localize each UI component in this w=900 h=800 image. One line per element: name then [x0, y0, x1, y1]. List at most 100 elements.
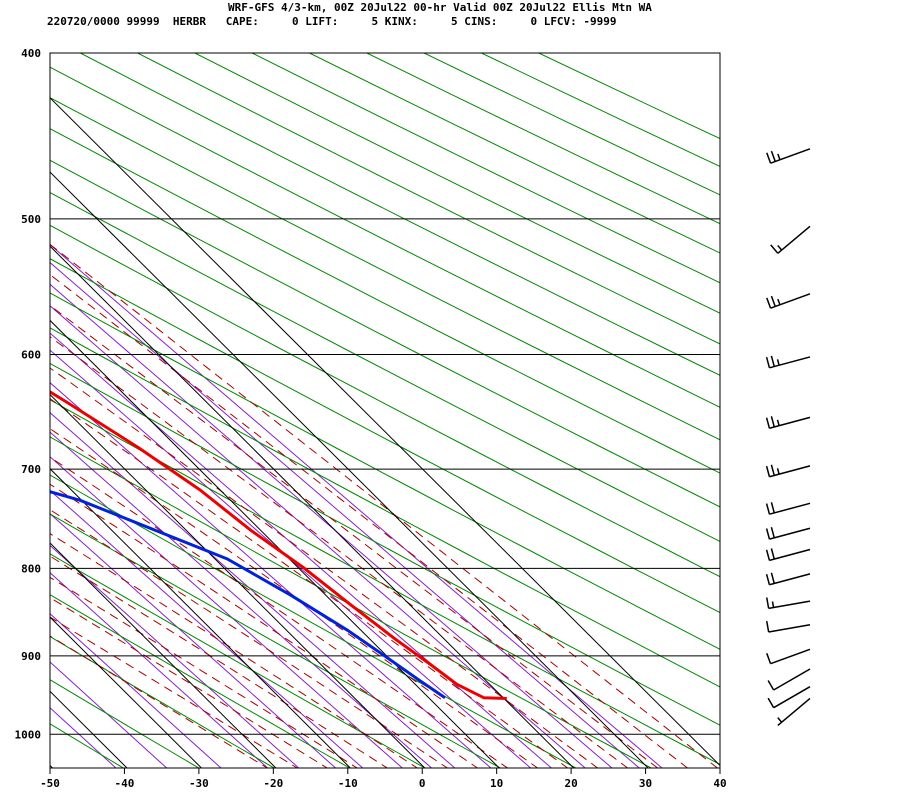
wind-barb — [766, 293, 811, 309]
x-tick-label: -30 — [189, 777, 209, 790]
dry-adiabat-line — [50, 723, 125, 768]
wind-barb — [765, 527, 811, 540]
mixing-ratio-line — [50, 349, 532, 768]
isotherm-line — [50, 245, 575, 768]
wind-barb-shaft — [777, 225, 811, 254]
y-axis-ticks: 400 500 600 700 800 900 1000 — [15, 47, 42, 741]
wind-barb-half-flag — [777, 244, 783, 251]
dry-adiabat-line — [50, 258, 720, 614]
wind-barb — [766, 648, 811, 665]
wind-barb-half-flag — [777, 153, 781, 160]
mixing-ratio-line — [50, 243, 663, 768]
header: WRF-GFS 4/3-km, 00Z 20Jul22 00-hr Valid … — [0, 0, 900, 34]
wind-barb-shaft — [769, 465, 811, 478]
mixing-ratio-line — [50, 456, 404, 768]
moist-adiabat-line — [50, 398, 569, 768]
wind-barb-flag — [770, 416, 775, 428]
moist-adiabat-line — [50, 576, 359, 768]
dry-adiabat-line — [136, 53, 720, 345]
wind-barb-shaft — [770, 648, 811, 665]
wind-barb-flag — [766, 152, 772, 164]
x-tick-label: 20 — [564, 777, 577, 790]
moist-adiabat-line — [50, 533, 419, 768]
mixing-ratio-line — [50, 661, 168, 768]
wind-barb-flag — [765, 621, 770, 633]
wind-barb-flag — [765, 465, 771, 477]
wind-barb — [767, 668, 811, 691]
dry-adiabat-line — [50, 292, 720, 650]
wind-barb-flag — [765, 549, 771, 561]
wind-barb-flag — [770, 502, 775, 514]
dry-adiabat-line — [50, 159, 720, 508]
wind-barb-flag — [770, 464, 775, 476]
dry-adiabat-line — [50, 553, 427, 768]
wind-barb-half-flag — [776, 359, 780, 366]
dry-adiabat-line — [50, 327, 720, 688]
wind-barb-half-flag — [776, 468, 780, 475]
wind-barb — [777, 697, 811, 727]
wind-barb-flag — [770, 355, 775, 367]
dry-adiabat-line — [537, 53, 720, 140]
isotherm-line — [50, 690, 128, 768]
wind-barb-shaft — [770, 148, 811, 164]
wind-barb-flag — [765, 503, 771, 515]
mixing-ratio-line — [50, 513, 337, 768]
wind-barb-flag — [770, 527, 775, 539]
dry-adiabat-line — [365, 53, 720, 225]
x-tick-label: -50 — [40, 777, 60, 790]
wind-barb-half-flag — [777, 717, 783, 723]
dry-adiabat-line — [50, 97, 720, 441]
x-tick-label: -10 — [338, 777, 358, 790]
wind-barb — [765, 572, 811, 586]
wind-barb-flag — [767, 680, 775, 691]
wind-barb — [770, 225, 811, 254]
x-axis-ticks: -50 -40 -30 -20 -10 0 10 20 30 40 — [40, 768, 727, 790]
dry-adiabat-line — [308, 53, 720, 254]
wind-barb — [765, 502, 811, 515]
moist-adiabat-line — [50, 274, 689, 768]
moist-adiabat-line — [50, 243, 719, 768]
wind-barb-shaft — [769, 573, 811, 586]
isotherm-line — [50, 393, 426, 768]
wind-barb — [765, 416, 811, 429]
wind-barb-flag — [765, 528, 771, 540]
wind-barb-half-flag — [777, 298, 781, 306]
dry-adiabat-line — [50, 224, 720, 578]
y-tick-label: 600 — [21, 348, 41, 361]
x-tick-label: 40 — [713, 777, 726, 790]
dry-adiabat-line — [50, 191, 720, 542]
chart-title: WRF-GFS 4/3-km, 00Z 20Jul22 00-hr Valid … — [228, 1, 652, 14]
dry-adiabat-line — [50, 636, 276, 768]
y-tick-label: 900 — [21, 650, 41, 663]
stability-indices: 220720/0000 99999 HERBR CAPE: 0 LIFT: 5 … — [47, 15, 617, 28]
plot-frame — [49, 52, 721, 769]
temperature-trace — [50, 390, 507, 700]
wind-barb — [767, 686, 811, 709]
mixing-ratio-line — [50, 431, 433, 768]
wind-barb-shaft — [769, 356, 811, 369]
wind-barb-shaft — [768, 600, 811, 610]
wind-barb — [765, 355, 811, 369]
wind-barb — [765, 621, 811, 633]
isotherm-line — [50, 542, 277, 768]
x-tick-label: 30 — [639, 777, 652, 790]
dry-adiabat-line — [50, 66, 720, 408]
wind-barb-flag — [766, 297, 772, 309]
moist-adiabat-line — [50, 509, 449, 768]
x-tick-label: 0 — [419, 777, 426, 790]
wind-barb-flag — [770, 295, 776, 307]
dry-adiabat-line — [480, 53, 720, 168]
wind-barb-shaft — [769, 527, 811, 540]
wind-barb-flag — [765, 417, 771, 429]
x-tick-label: -40 — [115, 777, 135, 790]
wind-barb-shaft — [768, 623, 811, 633]
chart-traces — [50, 390, 507, 700]
x-tick-label: 10 — [490, 777, 503, 790]
dry-adiabat-line — [50, 362, 720, 726]
dry-adiabat-line — [50, 679, 200, 768]
mixing-ratio-line — [50, 544, 300, 768]
mixing-ratio-line — [50, 283, 613, 768]
isotherm-line — [50, 97, 720, 767]
wind-barbs — [765, 148, 811, 727]
isotherm-line — [50, 468, 351, 768]
